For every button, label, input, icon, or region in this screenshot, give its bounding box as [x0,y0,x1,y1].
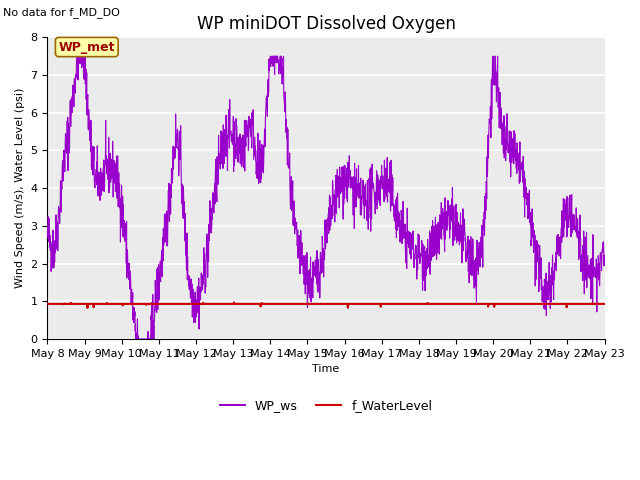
Y-axis label: Wind Speed (m/s), Water Level (psi): Wind Speed (m/s), Water Level (psi) [15,88,25,288]
Title: WP miniDOT Dissolved Oxygen: WP miniDOT Dissolved Oxygen [196,15,456,33]
Text: No data for f_MD_DO: No data for f_MD_DO [3,7,120,18]
X-axis label: Time: Time [312,364,340,374]
Legend: WP_ws, f_WaterLevel: WP_ws, f_WaterLevel [214,394,437,417]
Text: WP_met: WP_met [58,40,115,54]
